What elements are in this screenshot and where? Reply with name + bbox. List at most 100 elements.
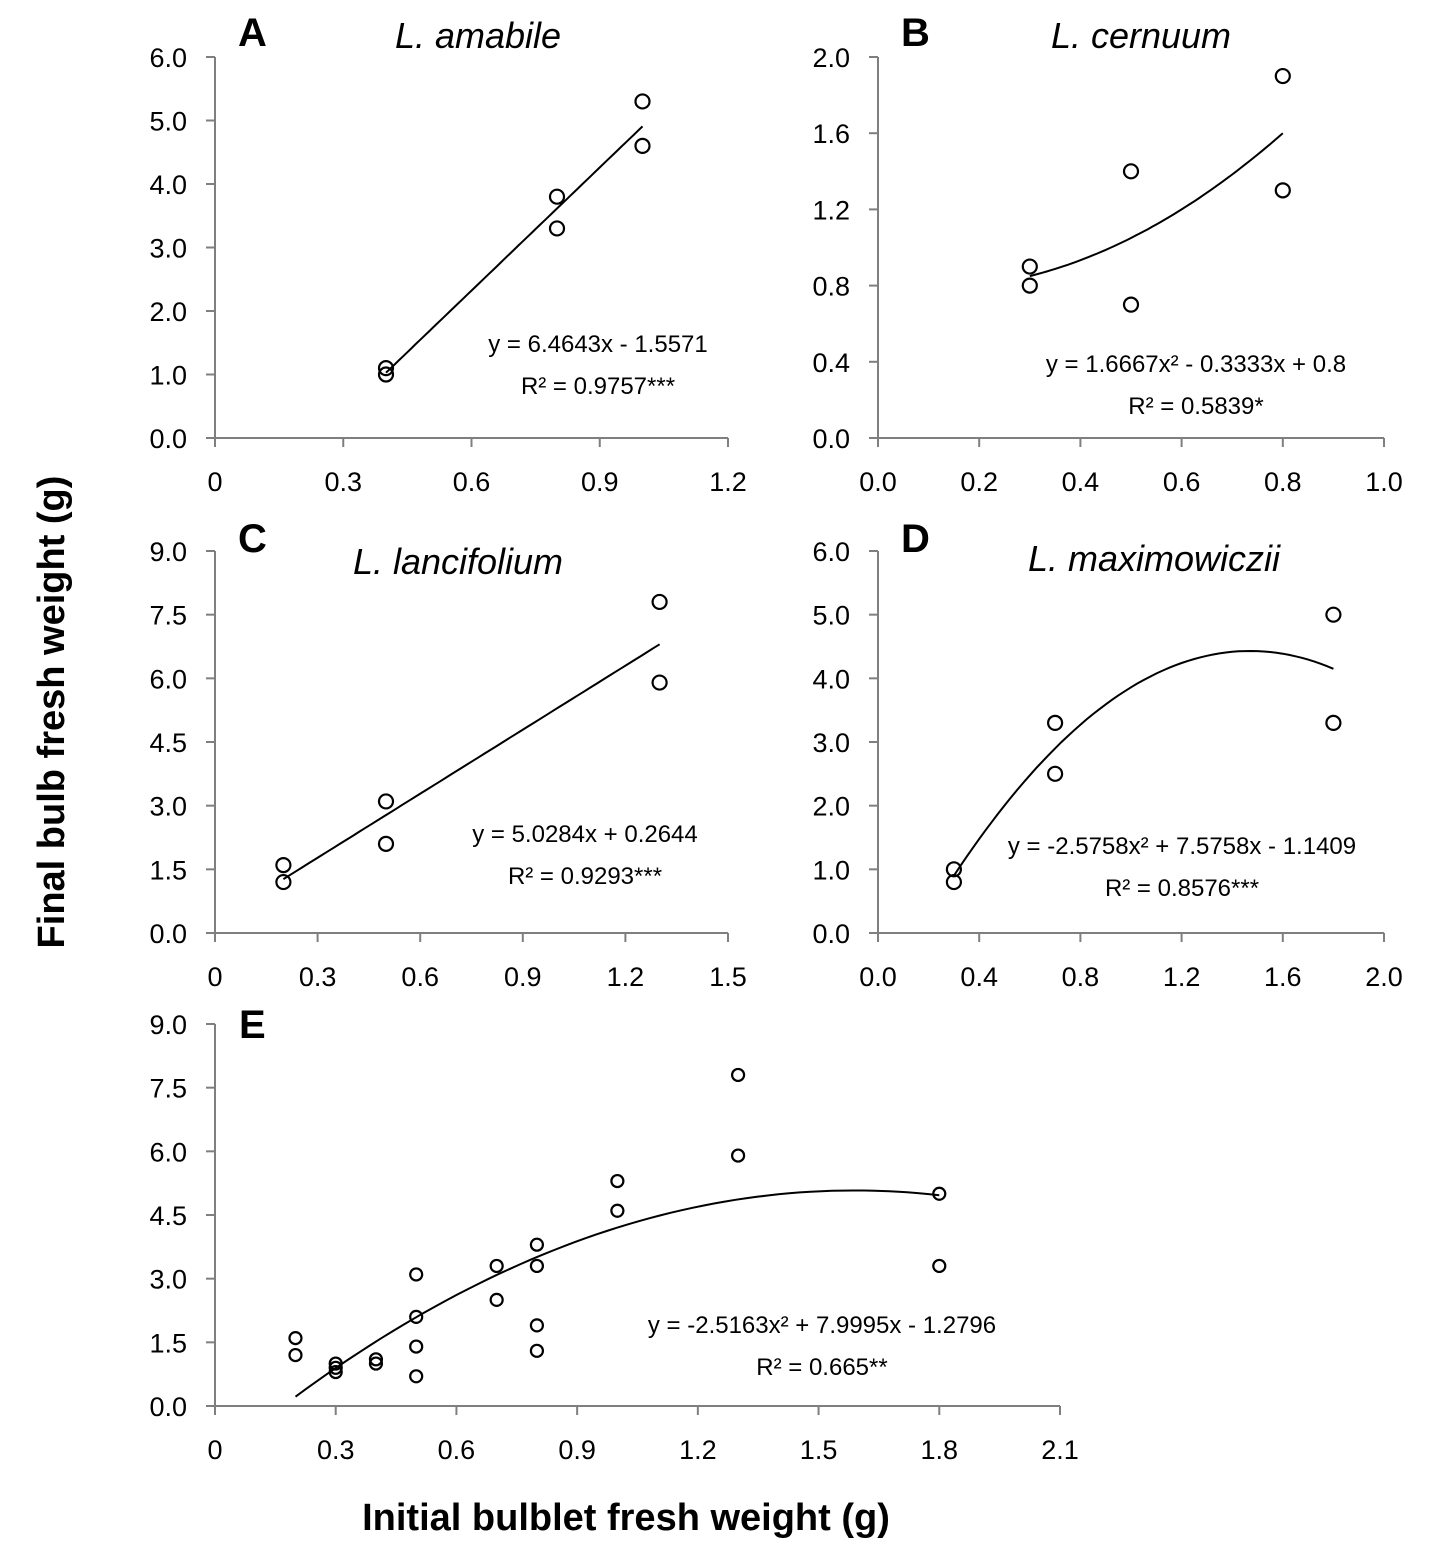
y-tick-label: 0.0: [812, 919, 850, 949]
y-tick-label: 9.0: [149, 1010, 187, 1040]
panel-letter: C: [238, 517, 267, 561]
regression-equation: y = -2.5758x² + 7.5758x - 1.1409: [1008, 833, 1356, 860]
data-point: [634, 137, 651, 154]
data-point: [529, 1258, 545, 1274]
data-point: [529, 1343, 545, 1358]
data-point: [409, 1309, 424, 1324]
r-squared-label: R² = 0.9757***: [521, 373, 675, 400]
data-point: [328, 1364, 343, 1380]
y-tick-label: 0.0: [149, 1392, 187, 1422]
data-point: [377, 360, 395, 377]
panel-title: L. cernuum: [1051, 15, 1231, 56]
trend-line: [294, 1189, 940, 1398]
x-tick-label: 0.6: [401, 962, 439, 992]
data-point: [275, 873, 292, 891]
x-tick-label: 1.0: [1365, 467, 1403, 497]
panel-e: 0.0 1.5 3.0 4.5 6.0 7.5 9.0 0 0.3 0.6 0.9 1.2 1.5 1.8…: [149, 1003, 1078, 1465]
data-point: [1021, 277, 1038, 294]
data-point: [1325, 714, 1342, 732]
data-point: [610, 1173, 625, 1189]
data-point: [1021, 258, 1038, 275]
x-tick-label: 0.3: [324, 467, 362, 497]
y-tick-label: 9.0: [149, 537, 187, 567]
trend-line: [282, 643, 661, 880]
data-point: [368, 1352, 384, 1367]
data-point: [548, 188, 566, 205]
x-axis-title: Initial bulblet fresh weight (g): [362, 1497, 890, 1539]
data-point: [409, 1369, 424, 1384]
x-tick-label: 1.5: [709, 962, 747, 992]
y-tick-label: 4.0: [812, 664, 850, 694]
panel-b: 0.0 0.4 0.8 1.2 1.6 2.0 0.0 0.2 0.4 0.6 0.8 1.0 B L. …: [812, 11, 1402, 497]
data-point: [1046, 714, 1064, 732]
r-squared-label: R² = 0.8576***: [1105, 875, 1259, 902]
x-tick-label: 1.8: [921, 1435, 959, 1465]
x-tick-label: 0.9: [558, 1435, 596, 1465]
data-point: [489, 1258, 504, 1274]
y-tick-label: 1.0: [812, 855, 850, 885]
x-tick-label: 1.2: [679, 1435, 717, 1465]
x-tick-label: 0.0: [859, 467, 897, 497]
y-tick-label: 6.0: [149, 1137, 187, 1167]
x-tick-label: 0.9: [504, 962, 542, 992]
y-tick-label: 4.5: [149, 1201, 187, 1231]
y-tick-label: 2.0: [812, 792, 850, 822]
trend-line: [1029, 132, 1284, 278]
data-point: [489, 1292, 504, 1307]
panel-c: 0.0 1.5 3.0 4.5 6.0 7.5 9.0 0 0.3 0.6 0.9 1.2 1.5 C L.…: [149, 517, 746, 992]
data-point: [1046, 765, 1064, 782]
data-point: [529, 1237, 545, 1252]
panel-title: L. lancifolium: [353, 541, 563, 582]
x-tick-label: 2.0: [1365, 962, 1403, 992]
data-point: [377, 793, 395, 810]
regression-equation: y = 6.4643x - 1.5571: [488, 331, 708, 358]
data-point: [409, 1267, 424, 1282]
panel-title: L. amabile: [395, 15, 561, 56]
data-point: [1122, 163, 1140, 180]
y-tick-label: 3.0: [149, 792, 187, 822]
x-tick-label: 1.2: [607, 962, 645, 992]
y-tick-label: 1.5: [149, 1328, 187, 1358]
data-point: [409, 1339, 424, 1354]
data-point: [377, 366, 395, 383]
data-point: [288, 1347, 303, 1363]
data-point: [288, 1330, 303, 1346]
data-point: [610, 1203, 625, 1218]
y-tick-label: 1.2: [812, 195, 850, 225]
x-tick-label: 0.4: [960, 962, 998, 992]
y-tick-label: 3.0: [149, 1265, 187, 1295]
y-tick-label: 6.0: [812, 537, 850, 567]
regression-equation: y = -2.5163x² + 7.9995x - 1.2796: [648, 1312, 996, 1339]
data-point: [945, 861, 963, 878]
y-tick-label: 6.0: [149, 664, 187, 694]
y-tick-label: 0.8: [812, 272, 850, 302]
y-tick-label: 1.5: [149, 855, 187, 885]
panel-a: 0.0 1.0 2.0 3.0 4.0 5.0 6.0 0 0.3 0.6 0.9 1.2 A L. am…: [149, 11, 746, 497]
data-point: [328, 1360, 343, 1375]
y-tick-label: 5.0: [149, 107, 187, 137]
x-tick-label: 0.9: [581, 467, 619, 497]
data-point: [1274, 67, 1291, 85]
x-tick-label: 0.4: [1062, 467, 1100, 497]
y-tick-label: 1.0: [149, 361, 187, 391]
panel-letter: D: [901, 517, 930, 561]
panel-letter: A: [238, 11, 267, 55]
x-tick-label: 1.6: [1264, 962, 1302, 992]
data-point: [328, 1356, 343, 1371]
x-tick-label: 0: [207, 467, 222, 497]
data-point: [1274, 182, 1291, 199]
panel-letter: E: [239, 1003, 266, 1047]
r-squared-label: R² = 0.9293***: [508, 863, 662, 890]
y-tick-label: 0.4: [812, 348, 850, 378]
x-tick-label: 0.3: [317, 1435, 355, 1465]
y-tick-label: 7.5: [149, 1074, 187, 1104]
x-tick-label: 1.5: [800, 1435, 838, 1465]
y-tick-label: 0.0: [149, 919, 187, 949]
data-point: [730, 1148, 746, 1163]
x-tick-label: 1.2: [1163, 962, 1201, 992]
regression-equation: y = 5.0284x + 0.2644: [472, 821, 698, 848]
y-tick-label: 1.6: [812, 119, 850, 149]
r-squared-label: R² = 0.5839*: [1128, 393, 1263, 420]
data-point: [548, 220, 566, 237]
